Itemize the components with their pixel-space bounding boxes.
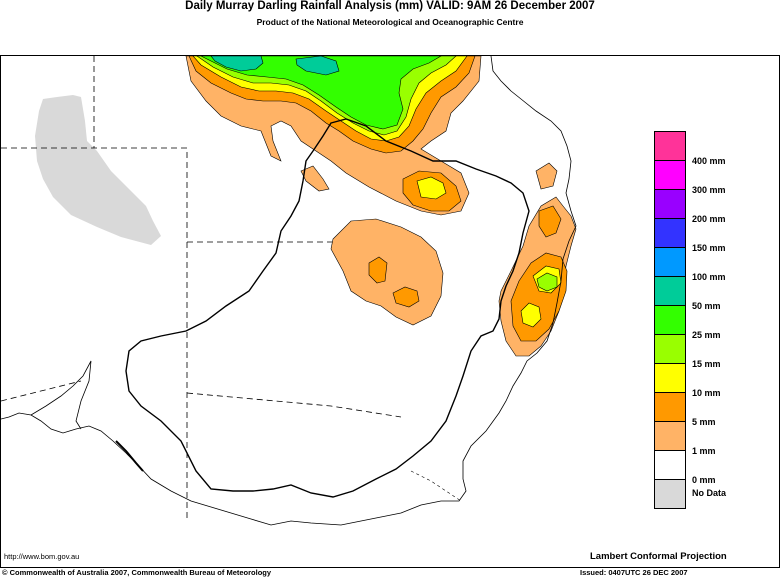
legend-swatch-400 [654, 131, 686, 161]
coorong [115, 440, 144, 472]
legend-swatch-15 [654, 334, 686, 364]
legend-swatch-5 [654, 392, 686, 422]
copyright-notice: © Commonwealth of Australia 2007, Common… [2, 568, 272, 577]
issued-timestamp: Issued: 0407UTC 26 DEC 2007 [580, 568, 688, 577]
legend-swatch-50 [654, 276, 686, 306]
legend-label-5: 5 mm [692, 417, 716, 427]
rainfall-map [1, 56, 577, 526]
map-frame [0, 55, 780, 568]
legend-swatch-1 [654, 421, 686, 451]
legend-swatch-nodata [654, 479, 686, 509]
legend-swatch-10 [654, 363, 686, 393]
legend-swatch-300 [654, 160, 686, 190]
legend-label-nodata: No Data [692, 488, 727, 498]
legend-swatch-0 [654, 450, 686, 480]
lower-border [410, 470, 462, 502]
legend-swatch-100 [654, 247, 686, 277]
rainfall-25mm [200, 56, 442, 130]
legend-label-50: 50 mm [692, 301, 721, 311]
legend-label-10: 10 mm [692, 388, 721, 398]
rainfall-50mm [210, 56, 340, 76]
legend-swatch-150 [654, 218, 686, 248]
projection-label: Lambert Conformal Projection [590, 551, 727, 562]
legend-swatch-200 [654, 189, 686, 219]
legend-label-25: 25 mm [692, 330, 721, 340]
legend-label-200: 200 mm [692, 214, 726, 224]
legend-label-1: 1 mm [692, 446, 716, 456]
legend-label-100: 100 mm [692, 272, 726, 282]
legend-swatch-25 [654, 305, 686, 335]
legend-label-15: 15 mm [692, 359, 721, 369]
legend-label-400: 400 mm [692, 156, 726, 166]
map-title: Daily Murray Darling Rainfall Analysis (… [185, 0, 595, 12]
map-subtitle: Product of the National Meteorological a… [256, 17, 524, 27]
legend-label-300: 300 mm [692, 185, 726, 195]
coastline [1, 56, 577, 526]
legend-label-150: 150 mm [692, 243, 726, 253]
no-data-region [35, 95, 161, 245]
basin-outline [125, 118, 530, 498]
source-url: http://www.bom.gov.au [4, 552, 80, 561]
spencer-gulf [30, 360, 92, 430]
legend-label-0: 0 mm [692, 475, 716, 485]
